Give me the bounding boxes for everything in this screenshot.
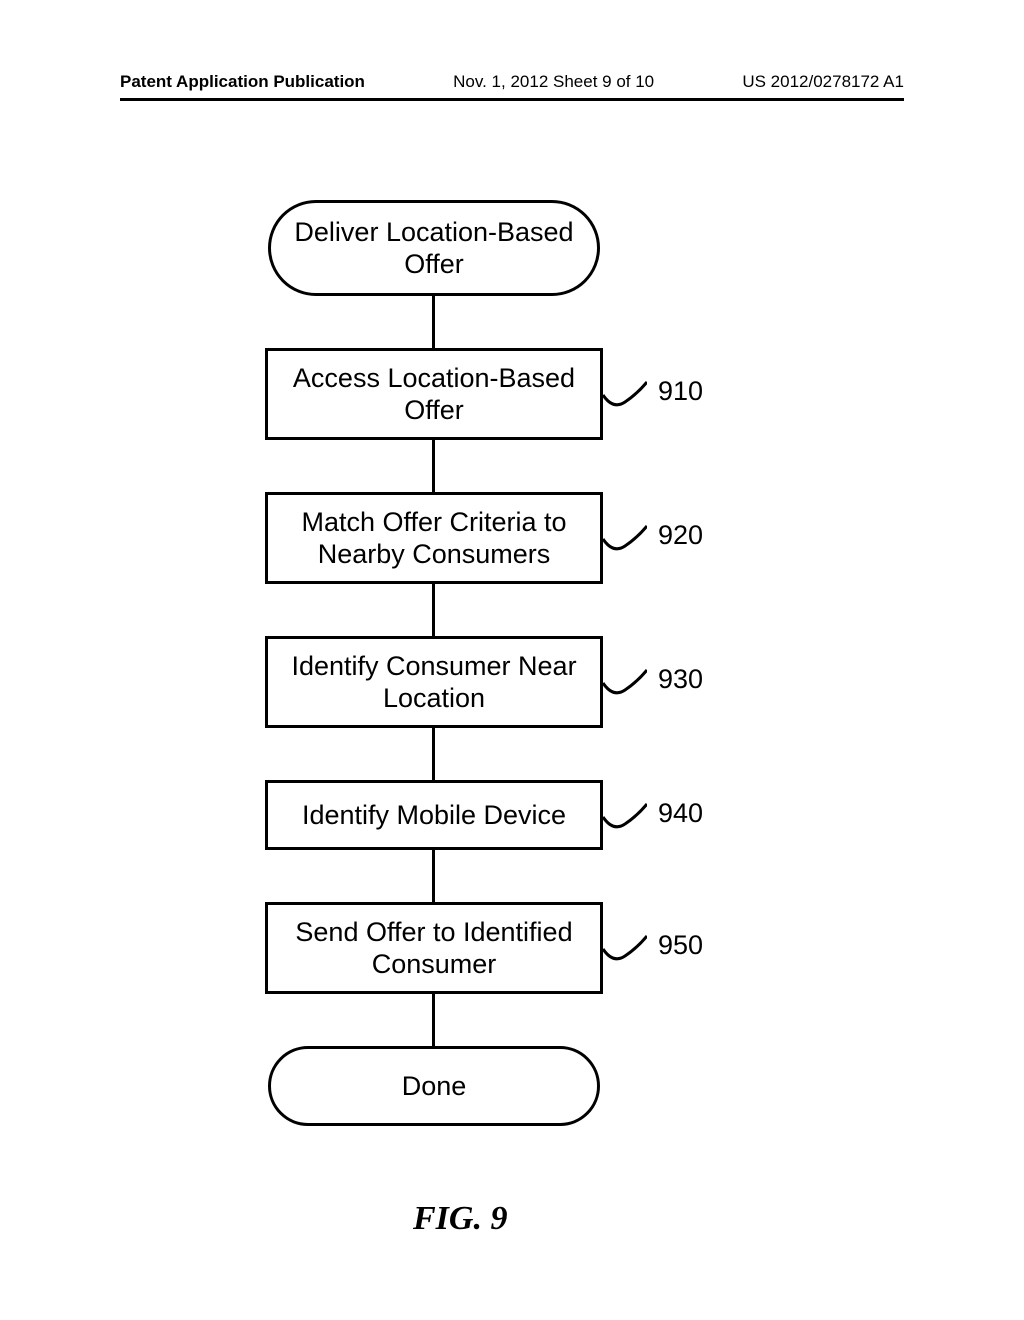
connector [432,584,435,636]
ref-label-920: 920 [658,520,703,551]
connector [432,728,435,780]
ref-label-910: 910 [658,376,703,407]
ref-curve-950 [603,932,647,966]
ref-label-950: 950 [658,930,703,961]
process-940-text: Identify Mobile Device [302,799,566,831]
connector [432,994,435,1046]
figure-caption: FIG. 9 [413,1200,507,1238]
connector [432,440,435,492]
process-920: Match Offer Criteria toNearby Consumers [265,492,603,584]
ref-curve-920 [603,522,647,556]
ref-curve-940 [603,800,647,834]
ref-label-930: 930 [658,664,703,695]
process-910: Access Location-BasedOffer [265,348,603,440]
ref-curve-930 [603,666,647,700]
process-920-text: Match Offer Criteria toNearby Consumers [301,506,566,571]
ref-label-940: 940 [658,798,703,829]
connector [432,850,435,902]
terminator-start: Deliver Location-BasedOffer [268,200,600,296]
process-950-text: Send Offer to IdentifiedConsumer [295,916,572,981]
terminator-start-text: Deliver Location-BasedOffer [294,216,573,281]
flowchart-diagram: Deliver Location-BasedOffer Access Locat… [0,0,1024,1320]
process-910-text: Access Location-BasedOffer [293,362,575,427]
process-930: Identify Consumer NearLocation [265,636,603,728]
terminator-end: Done [268,1046,600,1126]
process-930-text: Identify Consumer NearLocation [291,650,576,715]
ref-curve-910 [603,378,647,412]
connector [432,296,435,348]
process-950: Send Offer to IdentifiedConsumer [265,902,603,994]
process-940: Identify Mobile Device [265,780,603,850]
terminator-end-text: Done [402,1070,467,1102]
